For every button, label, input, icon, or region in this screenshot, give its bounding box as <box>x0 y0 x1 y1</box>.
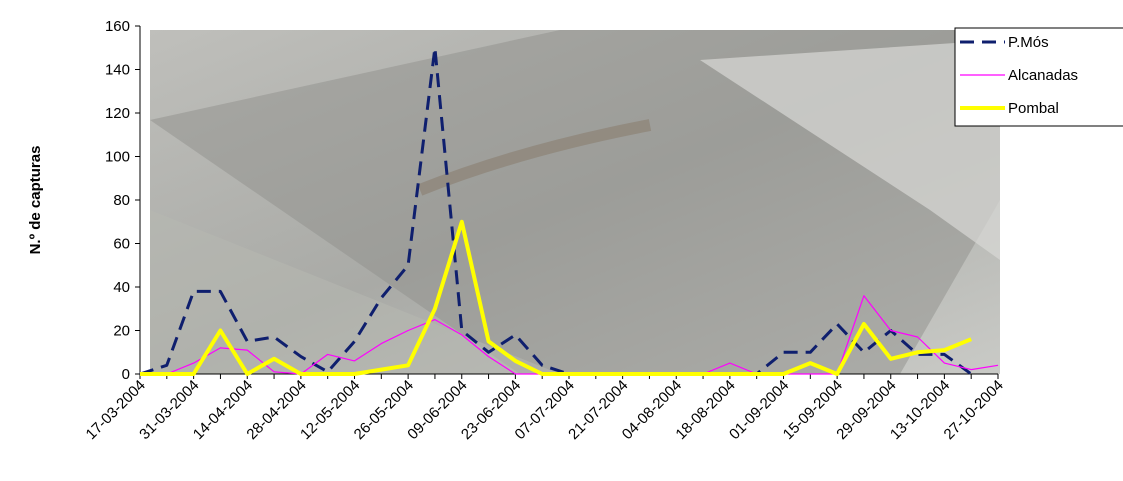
y-tick-label: 100 <box>105 149 130 166</box>
y-axis-label: N.º de capturas <box>27 146 44 255</box>
y-tick-label: 80 <box>113 192 130 209</box>
y-tick-label: 20 <box>113 323 130 340</box>
legend-label: P.Mós <box>1008 34 1049 51</box>
legend-label: Pombal <box>1008 100 1059 117</box>
chart: N.º de capturas P.Mós Alcanadas Pombal 0 20… <box>0 0 1123 481</box>
legend-label: Alcanadas <box>1008 67 1078 84</box>
legend: P.Mós Alcanadas Pombal <box>955 28 1123 126</box>
y-tick-label: 60 <box>113 236 130 253</box>
y-tick-label: 40 <box>113 279 130 296</box>
y-tick-label: 160 <box>105 18 130 35</box>
y-tick-label: 140 <box>105 62 130 79</box>
y-tick-label: 120 <box>105 105 130 122</box>
background-photo <box>150 30 1000 374</box>
y-tick-label: 0 <box>122 366 130 383</box>
